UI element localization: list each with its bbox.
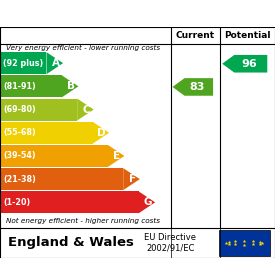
Text: (55-68): (55-68) <box>3 128 36 137</box>
Text: EU Directive
2002/91/EC: EU Directive 2002/91/EC <box>144 233 197 253</box>
Text: Very energy efficient - lower running costs: Very energy efficient - lower running co… <box>6 45 159 51</box>
Bar <box>0 99 77 120</box>
Text: Current: Current <box>176 31 215 40</box>
Text: (81-91): (81-91) <box>3 82 36 91</box>
Text: A: A <box>52 58 60 68</box>
Polygon shape <box>46 52 63 74</box>
Text: England & Wales: England & Wales <box>8 236 134 249</box>
Bar <box>0 145 108 167</box>
Bar <box>0 191 139 213</box>
Text: (1-20): (1-20) <box>3 198 31 207</box>
Text: G: G <box>144 197 152 207</box>
Polygon shape <box>77 99 94 120</box>
Text: E: E <box>113 151 120 161</box>
Polygon shape <box>139 191 155 213</box>
Bar <box>0 168 123 190</box>
Text: B: B <box>67 81 75 91</box>
Polygon shape <box>123 168 140 190</box>
Text: D: D <box>97 128 106 138</box>
Bar <box>219 230 270 256</box>
Polygon shape <box>108 145 125 167</box>
Text: (69-80): (69-80) <box>3 105 36 114</box>
Text: 83: 83 <box>190 82 205 92</box>
Bar <box>0 75 62 97</box>
Bar <box>0 52 46 74</box>
Polygon shape <box>172 78 213 96</box>
Text: 96: 96 <box>241 59 257 69</box>
Text: (92 plus): (92 plus) <box>3 59 43 68</box>
Bar <box>0 122 92 144</box>
Polygon shape <box>92 122 109 144</box>
Text: F: F <box>129 174 136 184</box>
Text: Energy Efficiency Rating: Energy Efficiency Rating <box>8 6 210 21</box>
Text: (39-54): (39-54) <box>3 151 36 160</box>
Polygon shape <box>62 75 78 97</box>
Text: (21-38): (21-38) <box>3 175 36 184</box>
Text: Potential: Potential <box>224 31 271 40</box>
Text: Not energy efficient - higher running costs: Not energy efficient - higher running co… <box>6 218 159 224</box>
Polygon shape <box>222 55 267 72</box>
Text: C: C <box>82 104 90 115</box>
